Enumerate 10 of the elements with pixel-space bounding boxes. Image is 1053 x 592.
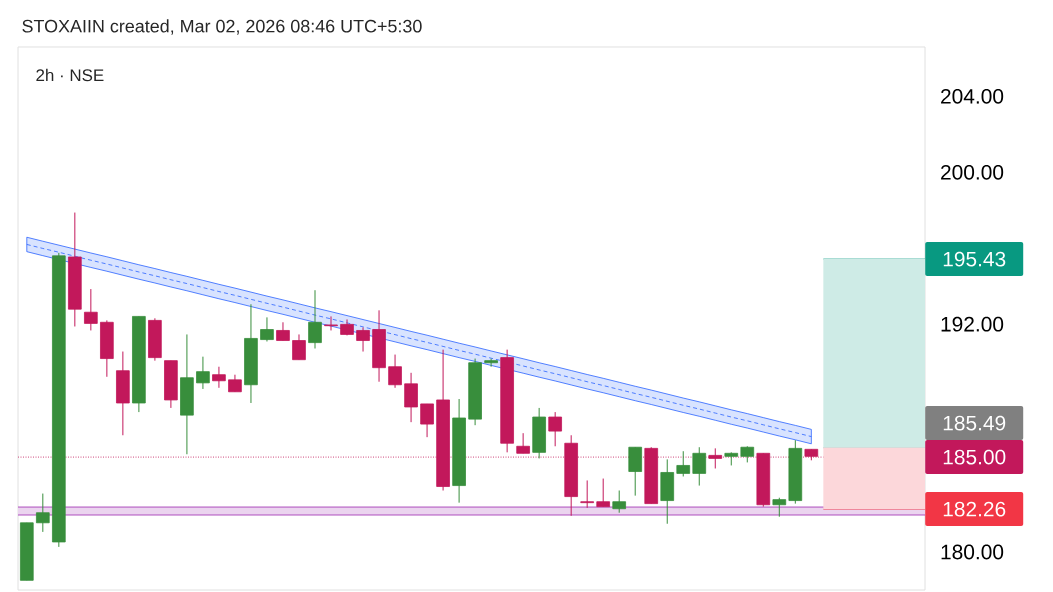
y-tick-label: 192.00 <box>941 316 1004 332</box>
ref-line-label: 185.49 <box>943 415 1006 431</box>
y-tick-label: 204.00 <box>941 88 1004 104</box>
chart-title: STOXAIIN created, Mar 02, 2026 08:46 UTC+5:30 <box>22 19 422 35</box>
ref-line-label: 182.26 <box>943 501 1006 517</box>
ref-line-label: 185.00 <box>943 449 1006 465</box>
text: 2h · NSE <box>36 68 104 82</box>
ref-line-label: 195.43 <box>943 251 1006 267</box>
y-tick-label: 200.00 <box>941 164 1004 180</box>
y-tick-label: 180.00 <box>941 544 1004 560</box>
